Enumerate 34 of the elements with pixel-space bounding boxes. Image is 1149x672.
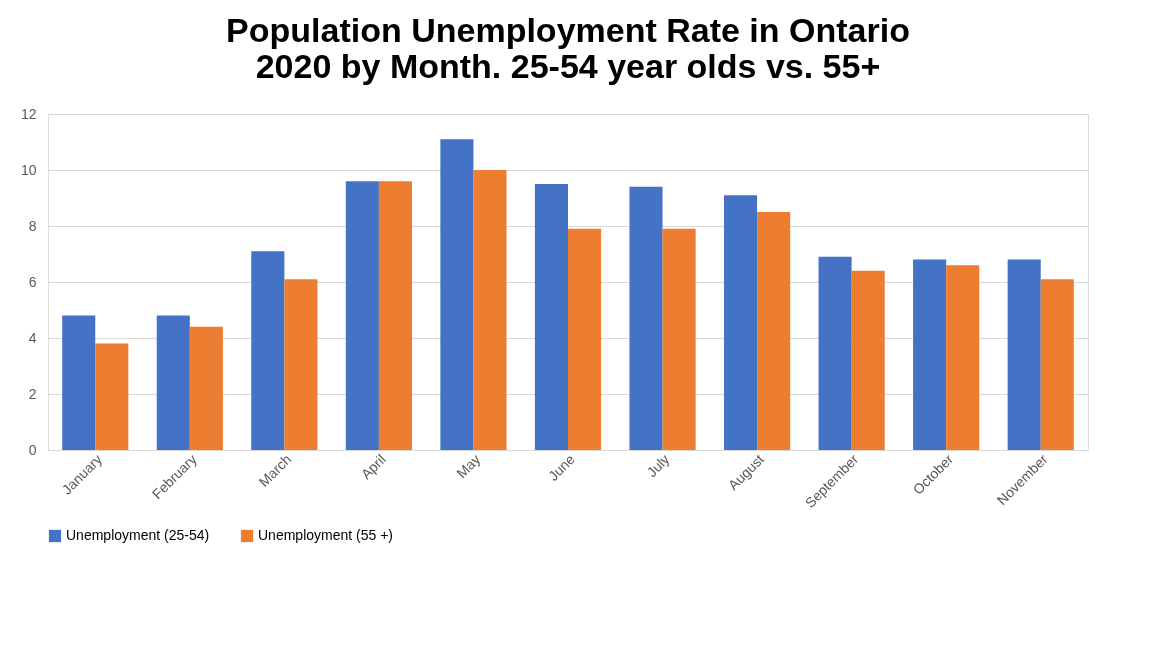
bar [473, 170, 507, 450]
bar [284, 279, 318, 450]
x-tick-label: July [643, 451, 673, 481]
x-tick-label: May [453, 451, 484, 482]
bar [724, 195, 758, 450]
bar [156, 315, 190, 450]
y-tick-label: 0 [28, 441, 37, 458]
y-tick-label: 12 [20, 105, 37, 122]
text: Population Unemployment Rate in Ontario [226, 11, 910, 49]
bar [345, 181, 379, 450]
bar [757, 212, 791, 450]
bar [662, 228, 696, 450]
y-tick-label: 8 [28, 217, 37, 234]
y-tick-label: 6 [28, 273, 37, 290]
bar [1007, 259, 1041, 450]
bar [440, 139, 474, 450]
bar [378, 181, 412, 450]
y-tick-label: 2 [28, 385, 37, 402]
bar [95, 343, 129, 450]
bar [851, 270, 885, 450]
legend-label: Unemployment (25-54) [66, 527, 210, 543]
bar [251, 251, 285, 450]
bar [629, 186, 663, 450]
legend-label: Unemployment (55 +) [258, 527, 394, 543]
bar [534, 184, 568, 450]
bar [946, 265, 980, 450]
bar [913, 259, 947, 450]
bar [568, 228, 602, 450]
y-tick-label: 10 [20, 161, 37, 178]
bar [1040, 279, 1074, 450]
y-tick-label: 4 [28, 329, 37, 346]
bar [189, 326, 223, 450]
bar [62, 315, 96, 450]
bar [818, 256, 852, 450]
